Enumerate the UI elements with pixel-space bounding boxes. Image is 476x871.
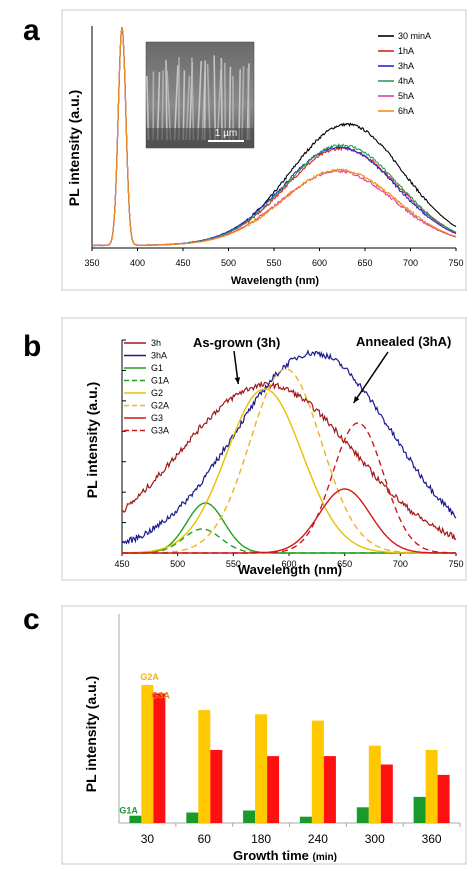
sem-rod bbox=[173, 65, 179, 141]
bar-g1a-300 bbox=[356, 807, 369, 823]
panel-a-legend-label: 4hA bbox=[398, 76, 414, 86]
panel-b-legend-label: G2A bbox=[151, 401, 169, 411]
panel-c-ylabel: PL intensity (a.u.) bbox=[83, 676, 99, 792]
panel-b-series-g2a bbox=[122, 368, 456, 554]
panel-c-xlabel-text: Growth time bbox=[233, 848, 309, 863]
panel-a-legend-label: 6hA bbox=[398, 106, 414, 116]
panel-b-x-tick-label: 700 bbox=[393, 559, 408, 569]
panel-b-series-g2 bbox=[121, 388, 456, 554]
panel-b-x-tick-label: 500 bbox=[170, 559, 185, 569]
bar-g3a-30 bbox=[153, 693, 166, 823]
panel-letter-b: b bbox=[23, 330, 42, 363]
panel-a-frame bbox=[61, 9, 467, 291]
bar-label-g1a: G1A bbox=[119, 806, 138, 816]
panel-b-x-tick-label: 600 bbox=[281, 559, 296, 569]
panel-c-category-label: 180 bbox=[251, 832, 271, 846]
annotation-annealed: Annealed (3hA) bbox=[356, 334, 451, 349]
panel-a-x-tick-label: 500 bbox=[221, 258, 236, 268]
panel-b-series-g3a bbox=[122, 422, 456, 554]
panel-a-plot: 350 400 450 500 550 600 650 700 750 30 minA 1hA 3hA… bbox=[84, 26, 464, 268]
panel-b-legend-label: G2 bbox=[151, 388, 163, 398]
panel-b-legend-label: 3h bbox=[151, 338, 161, 348]
sem-rod bbox=[165, 59, 168, 141]
bar-g2a-60 bbox=[198, 710, 211, 823]
panel-letter-c: c bbox=[23, 603, 40, 636]
panel-a-legend-label: 1hA bbox=[398, 46, 414, 56]
bar-g3a-180 bbox=[267, 756, 280, 823]
panel-a-x-tick-label: 450 bbox=[175, 258, 190, 268]
sem-rod bbox=[228, 66, 232, 141]
bar-g1a-180 bbox=[243, 810, 256, 823]
panel-b-series-3h bbox=[121, 380, 457, 541]
panel-b-frame bbox=[61, 317, 467, 581]
panel-c-category-label: 60 bbox=[198, 832, 212, 846]
panel-a-legend-label: 30 minA bbox=[398, 31, 431, 41]
panel-a-legend-label: 3hA bbox=[398, 61, 414, 71]
panel-b-ylabel: PL intensity (a.u.) bbox=[84, 382, 100, 498]
panel-b-legend-label: G3 bbox=[151, 413, 163, 423]
panel-b-x-tick-label: 450 bbox=[114, 559, 129, 569]
panel-a-x-tick-label: 550 bbox=[266, 258, 281, 268]
panel-c-xlabel-unit: (min) bbox=[313, 852, 337, 863]
sem-rod bbox=[223, 62, 227, 141]
sem-inset: 1 µm bbox=[145, 41, 255, 149]
sem-rod bbox=[206, 64, 211, 141]
panel-c-category-label: 360 bbox=[422, 832, 442, 846]
panel-b-x-tick-label: 550 bbox=[226, 559, 241, 569]
bar-g2a-300 bbox=[368, 745, 381, 823]
bar-g2a-180 bbox=[255, 714, 268, 823]
panel-c-category-label: 240 bbox=[308, 832, 328, 846]
panel-a-legend-label: 5hA bbox=[398, 91, 414, 101]
bar-g1a-60 bbox=[186, 812, 199, 823]
annotation-annealed-arrow-head bbox=[353, 396, 360, 403]
panel-c-category-label: 30 bbox=[141, 832, 155, 846]
sem-rod bbox=[220, 57, 223, 141]
sem-rod bbox=[191, 57, 195, 141]
panel-a-x-tick-label: 400 bbox=[130, 258, 145, 268]
panel-b-legend-label: G1 bbox=[151, 363, 163, 373]
panel-b-x-tick-label: 650 bbox=[337, 559, 352, 569]
bar-g2a-30 bbox=[141, 685, 154, 823]
panel-c-plot: 30 60 180 240 300 360 G1A G2A G3A bbox=[118, 614, 461, 846]
scale-bar-label: 1 µm bbox=[215, 128, 237, 139]
bar-g1a-30 bbox=[129, 815, 142, 823]
panel-a-xlabel: Wavelength (nm) bbox=[231, 275, 320, 287]
panel-b-plot: 450 500 550 600 650 700 750 3h 3hA G1 G1A G2 G2A G3 G3… bbox=[114, 338, 463, 569]
bar-g2a-360 bbox=[425, 749, 438, 823]
panel-a-x-tick-label: 750 bbox=[448, 258, 463, 268]
panel-b-legend-label: G1A bbox=[151, 376, 169, 386]
panel-b-x-tick-label: 750 bbox=[448, 559, 463, 569]
bar-g1a-360 bbox=[413, 796, 426, 823]
panel-b-legend-label: G3A bbox=[151, 426, 169, 436]
panel-c-category-label: 300 bbox=[365, 832, 385, 846]
sem-rod bbox=[241, 66, 245, 141]
panel-a-x-tick-label: 650 bbox=[357, 258, 372, 268]
bar-g3a-300 bbox=[380, 764, 393, 823]
panel-letter-a: a bbox=[23, 14, 40, 47]
panel-a-x-tick-label: 600 bbox=[312, 258, 327, 268]
panel-c-xlabel: Growth time (min) bbox=[233, 848, 337, 863]
sem-rod bbox=[213, 55, 217, 141]
panel-b-series-3ha bbox=[121, 349, 457, 545]
panel-a-ylabel: PL intensity (a.u.) bbox=[66, 90, 82, 206]
bar-g3a-360 bbox=[437, 774, 450, 823]
bar-g2a-240 bbox=[311, 720, 324, 823]
bar-g3a-240 bbox=[323, 756, 336, 823]
panel-b-legend-label: 3hA bbox=[151, 351, 167, 361]
bar-g3a-60 bbox=[210, 749, 223, 823]
annotation-as-grown-arrow-head bbox=[234, 377, 241, 384]
annotation-annealed-arrow bbox=[352, 351, 389, 404]
panel-a-x-tick-label: 350 bbox=[84, 258, 99, 268]
bar-g1a-240 bbox=[299, 816, 312, 823]
panel-a-series-6ha bbox=[91, 27, 457, 247]
annotation-as-grown: As-grown (3h) bbox=[193, 335, 280, 350]
panel-b-xlabel: Wavelength (nm) bbox=[238, 562, 342, 577]
panel-a-x-tick-label: 700 bbox=[403, 258, 418, 268]
sem-rod bbox=[196, 61, 203, 141]
bar-label-g2a: G2A bbox=[140, 672, 159, 682]
bar-label-g3a: G3A bbox=[151, 690, 170, 700]
